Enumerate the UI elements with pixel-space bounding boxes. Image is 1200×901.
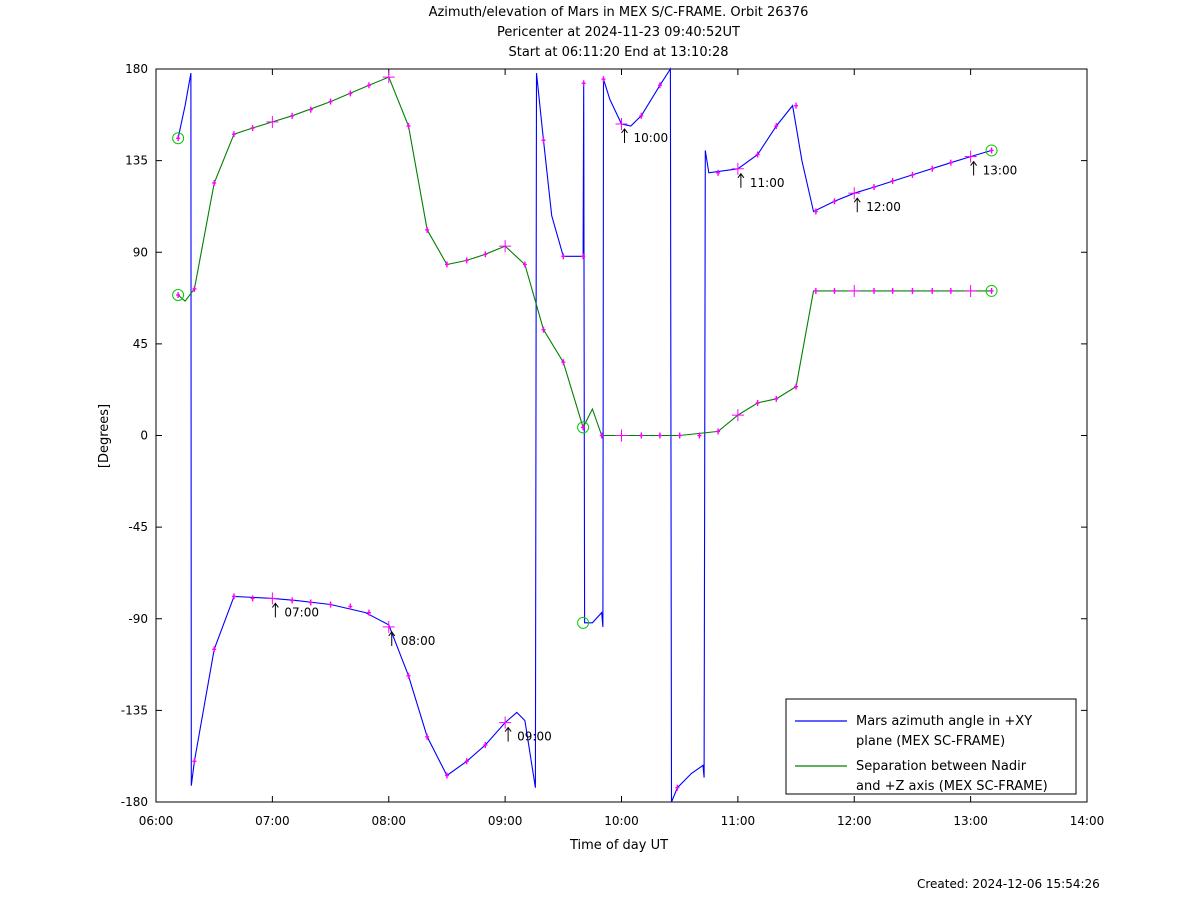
series-lines	[177, 67, 992, 803]
circle-marker	[577, 616, 590, 629]
annotation-arrowhead	[271, 602, 279, 608]
annotation-arrowhead	[388, 631, 396, 637]
y-tick-label: 0	[140, 429, 148, 443]
x-tick-label: 11:00	[721, 814, 756, 828]
annotation-label: 13:00	[983, 164, 1018, 178]
y-tick-label: 180	[125, 62, 148, 76]
legend-box	[785, 698, 1077, 795]
circle-marker	[985, 284, 998, 297]
x-tick-label: 09:00	[488, 814, 523, 828]
circle-marker	[172, 132, 185, 145]
legend: Mars azimuth angle in +XY plane (MEX SC-F…	[785, 698, 1077, 795]
annotation-arrowhead	[737, 172, 745, 179]
x-tick-label: 12:00	[837, 814, 872, 828]
axis-ticks: 06:00 07:00 08:00 09:00 10:00 11:00 12:00 13:00…	[121, 62, 1105, 828]
y-tick-label: -90	[128, 612, 148, 626]
circle-marker	[172, 289, 185, 302]
annotation-label: 08:00	[401, 634, 436, 648]
chart-title-line-3: Start at 06:11:20 End at 13:10:28	[508, 45, 729, 60]
x-tick-label: 08:00	[371, 814, 406, 828]
legend-label: plane (MEX SC-FRAME)	[856, 734, 1005, 749]
annotation-arrowhead	[853, 197, 861, 203]
legend-label: Mars azimuth angle in +XY	[856, 714, 1032, 729]
y-axis-label: [Degrees]	[97, 404, 112, 468]
series-line-azimuth	[177, 67, 992, 803]
chart-title-line-2: Pericenter at 2024-11-23 09:40:52UT	[496, 25, 740, 40]
created-timestamp: Created: 2024-12-06 15:54:26	[917, 877, 1100, 891]
annotation-arrowhead	[970, 160, 978, 166]
legend-label: and +Z axis (MEX SC-FRAME)	[856, 779, 1048, 794]
annotation-label: 11:00	[750, 176, 785, 190]
y-tick-label: 45	[133, 337, 148, 351]
y-tick-label: 135	[125, 154, 148, 168]
annotation-label: 07:00	[284, 605, 319, 619]
data-markers	[172, 71, 998, 791]
circle-marker	[577, 421, 590, 434]
annotation-label: 12:00	[866, 200, 901, 214]
annotation-arrowhead	[504, 726, 512, 732]
y-tick-label: 90	[133, 245, 148, 259]
y-tick-label: -45	[128, 520, 148, 534]
annotation-arrowhead	[621, 128, 628, 134]
chart-title-line-1: Azimuth/elevation of Mars in MEX S/C-FRA…	[428, 5, 809, 20]
annotation-label: 10:00	[634, 131, 669, 145]
y-tick-label: -180	[121, 795, 148, 809]
legend-label: Separation between Nadir	[856, 759, 1027, 774]
annotation-label: 09:00	[517, 730, 552, 744]
x-tick-label: 06:00	[139, 814, 174, 828]
x-tick-label: 14:00	[1070, 814, 1105, 828]
circle-marker	[985, 144, 998, 157]
x-axis-label: Time of day UT	[569, 838, 668, 853]
y-tick-label: -135	[121, 703, 148, 717]
x-tick-label: 10:00	[604, 814, 639, 828]
x-tick-label: 13:00	[953, 814, 988, 828]
time-annotations: 07:00 08:00 09:00 10:00 11:00 12:00 13:00	[271, 128, 1018, 744]
x-tick-label: 07:00	[255, 814, 290, 828]
